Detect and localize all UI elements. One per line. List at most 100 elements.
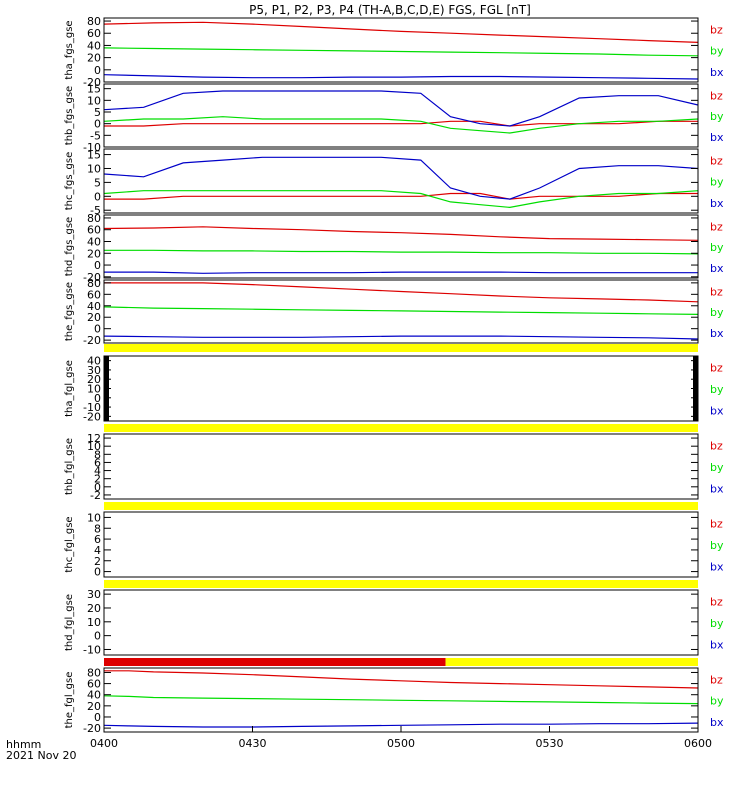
x-tick-label: 0430: [239, 737, 267, 750]
series-line-bz: [104, 120, 698, 127]
panel-frame: [103, 279, 699, 344]
y-tick-label: 10: [87, 94, 101, 107]
legend-by: by: [710, 695, 724, 708]
x-axis-label-line1: hhmm: [6, 738, 41, 751]
y-axis-label: tha_fgl_gse: [64, 360, 75, 417]
legend-by: by: [710, 45, 724, 58]
y-tick-label: 80: [87, 666, 101, 679]
y-tick-label: 80: [87, 212, 101, 225]
y-axis-label: thd_fgl_gse: [64, 594, 75, 651]
x-tick-label: 0500: [387, 737, 415, 750]
panel-frame: [103, 511, 699, 578]
y-tick-label: 4: [94, 465, 101, 478]
y-axis-label: thc_fgl_gse: [64, 516, 75, 572]
y-tick-label: 40: [87, 235, 101, 248]
y-tick-label: 15: [87, 83, 101, 96]
y-axis-label: tha_fgs_gse: [64, 20, 75, 79]
y-tick-label: 40: [87, 39, 101, 52]
y-tick-label: -10: [83, 141, 101, 154]
y-tick-label: 10: [87, 440, 101, 453]
legend-bz: bz: [710, 674, 723, 687]
y-tick-label: 0: [94, 630, 101, 643]
series-line-by: [103, 116, 699, 134]
legend-bx: bx: [710, 561, 724, 574]
y-tick-label: -2: [90, 489, 101, 502]
y-axis-label: the_fgs_gse: [64, 282, 75, 341]
y-tick-label: -5: [90, 204, 101, 217]
y-tick-label: 6: [94, 456, 101, 469]
legend-bx: bx: [710, 327, 724, 340]
legend-by: by: [710, 176, 724, 189]
legend-by: by: [710, 241, 724, 254]
legend-bz: bz: [710, 596, 723, 609]
status-bar-red: [104, 658, 446, 666]
y-tick-label: 20: [87, 247, 101, 260]
y-tick-label: -20: [83, 722, 101, 735]
series-line-bx: [103, 156, 699, 200]
plot-title: P5, P1, P2, P3, P4 (TH-A,B,C,D,E) FGS, F…: [249, 3, 531, 17]
status-bar-yellow: [104, 424, 698, 432]
legend-bx: bx: [710, 405, 724, 418]
status-bar-yellow: [445, 658, 698, 666]
y-tick-label: -10: [83, 643, 101, 656]
panel-frame: [103, 433, 699, 500]
legend-bz: bz: [710, 440, 723, 453]
y-tick-label: 20: [87, 700, 101, 713]
legend-by: by: [710, 110, 724, 123]
y-tick-label: 0: [94, 118, 101, 131]
panel-frame: [103, 148, 699, 214]
y-tick-label: 5: [94, 176, 101, 189]
y-tick-label: 60: [87, 288, 101, 301]
panel-frame: [103, 355, 699, 422]
y-tick-label: -5: [90, 129, 101, 142]
y-tick-label: 10: [87, 511, 101, 524]
y-tick-label: 5: [94, 106, 101, 119]
y-tick-label: 40: [87, 355, 101, 368]
y-tick-label: -20: [83, 410, 101, 423]
y-axis-label: thc_fgs_gse: [64, 152, 75, 211]
y-tick-label: 10: [87, 162, 101, 175]
y-tick-label: 20: [87, 373, 101, 386]
y-tick-label: 0: [94, 190, 101, 203]
y-tick-label: 20: [87, 52, 101, 65]
y-tick-label: 2: [94, 473, 101, 486]
legend-bz: bz: [710, 220, 723, 233]
legend-bz: bz: [710, 24, 723, 37]
legend-bx: bx: [710, 66, 724, 79]
legend-bz: bz: [710, 285, 723, 298]
panel-frame: [103, 17, 699, 83]
y-tick-label: 12: [87, 432, 101, 445]
panel-frame: [103, 83, 699, 148]
y-tick-label: 40: [87, 300, 101, 313]
x-axis: 0400 0430 0500 0530 0600: [90, 726, 712, 750]
y-tick-label: -20: [83, 76, 101, 89]
legend-bx: bx: [710, 716, 724, 729]
x-axis-label-line2: 2021 Nov 20: [6, 749, 76, 762]
legend-bx: bx: [710, 639, 724, 652]
y-tick-label: 20: [87, 311, 101, 324]
y-tick-label: 60: [87, 27, 101, 40]
legend-bx: bx: [710, 197, 724, 210]
y-tick-label: -10: [83, 401, 101, 414]
x-tick-label: 0530: [536, 737, 564, 750]
y-tick-label: 0: [94, 323, 101, 336]
y-tick-label: -20: [83, 271, 101, 284]
series-line-bx: [103, 722, 699, 728]
y-axis-label: thb_fgl_gse: [64, 438, 75, 495]
status-bar-yellow: [104, 502, 698, 510]
legend-by: by: [710, 383, 724, 396]
y-tick-label: 0: [94, 481, 101, 494]
series-line-by: [103, 695, 699, 705]
y-axis-label: the_fgl_gse: [64, 672, 75, 729]
series-line-bz: [104, 282, 699, 303]
series-line-bx: [103, 90, 699, 127]
y-tick-label: 0: [94, 392, 101, 405]
